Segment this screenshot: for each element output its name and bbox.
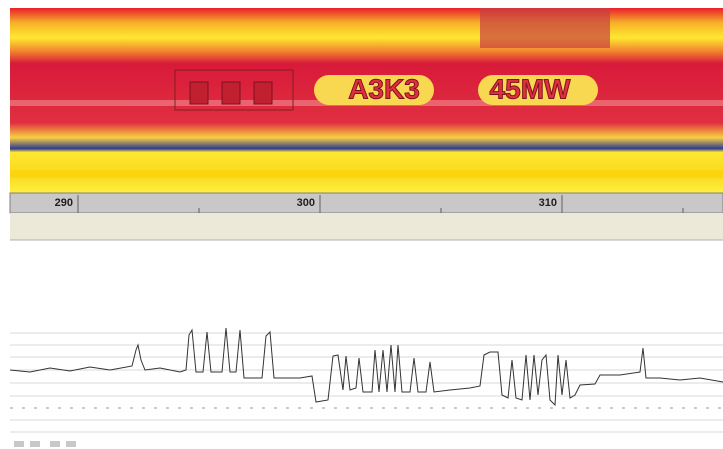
plate-text: 45MW xyxy=(490,73,571,104)
plate-text: A3K3 xyxy=(348,73,420,104)
ruler-label: 300 xyxy=(297,197,315,209)
ruler-label: 310 xyxy=(539,197,557,209)
signal-grid xyxy=(10,333,723,432)
signal-trace xyxy=(10,328,723,405)
toolbar-icons xyxy=(14,441,76,447)
ruler xyxy=(10,193,723,213)
app-window: A3K3 45MW 290 300 310 xyxy=(0,0,723,449)
status-bar xyxy=(10,213,723,240)
viewer: A3K3 45MW 290 300 310 xyxy=(0,0,723,449)
thermal-image: A3K3 45MW xyxy=(10,8,723,193)
ruler-label: 290 xyxy=(55,197,73,209)
